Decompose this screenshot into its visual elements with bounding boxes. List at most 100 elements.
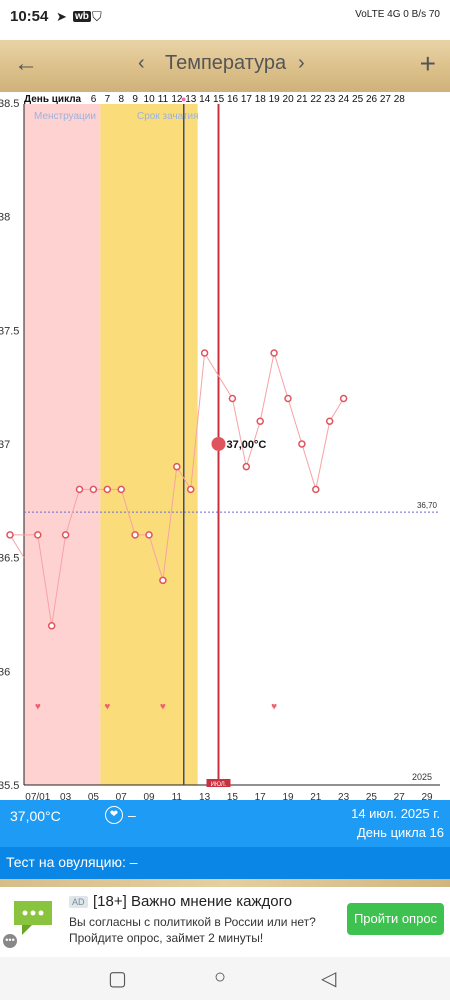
temperature-point [117,485,125,494]
cycle-day-label: 7 [105,94,111,105]
x-tick-label: 19 [282,792,294,800]
back-arrow-icon[interactable]: ← [14,50,38,77]
x-tick-label: 29 [421,792,433,800]
x-tick-label: 27 [394,792,406,800]
prev-chevron-icon[interactable]: ‹ [138,52,145,74]
cycle-day-label: 22 [310,94,322,105]
add-icon[interactable]: + [419,48,436,79]
info-bar: 37,00°C ❤ – 14 июл. 2025 г. День цикла 1… [0,800,450,847]
cycle-day-label: 9 [132,94,138,105]
selected-date: 14 июл. 2025 г. [351,806,440,821]
temperature-point [61,531,70,539]
temperature-point [312,485,320,494]
cycle-day-label: 15 [213,94,225,105]
temperature-line-lead [9,534,25,558]
x-tick-label: 07 [116,792,128,800]
chat-bubble-icon [14,901,52,935]
ovulation-test-bar[interactable]: Тест на овуляцию: – [0,847,450,879]
today-tag [206,779,231,787]
y-tick-label: 35.5 [0,780,19,792]
cycle-day-label: 8 [119,94,125,105]
toolbar: ← ‹ Температура › + [0,40,450,92]
x-tick-label: 25 [366,792,378,800]
temperature-point [47,622,56,630]
heart-icon: ♥ [104,701,110,712]
temperature-point [200,349,209,357]
cycle-day-label: 11 [158,94,169,105]
ad-banner[interactable]: ••• AD [18+] Важно мнение каждого Вы сог… [0,887,450,957]
recents-icon[interactable]: ▢ [108,968,127,990]
cycle-day-label: 25 [352,94,364,105]
y-tick-label: 36.5 [0,553,19,565]
cycle-header-bg [0,92,450,104]
cycle-day-label: 21 [296,94,308,105]
ovulation-marker-icon: ● [181,94,186,104]
temperature-point [339,394,348,403]
coverline-label: 36,70 [417,501,438,510]
temperature-point [242,462,251,471]
temperature-point [34,531,42,539]
cycle-day: День цикла 16 [356,825,444,840]
x-tick-label: 15 [227,792,239,800]
x-tick-label: 13 [199,792,211,800]
system-nav-bar: ▢ ○ ◁ [0,957,450,1000]
more-icon[interactable]: ••• [3,934,17,948]
status-time: 10:54 [10,8,49,25]
cycle-day-label: 28 [394,94,406,105]
y-tick-label: 37.5 [0,325,19,337]
page-title: Температура [165,52,287,74]
heart-icon: ♥ [160,701,166,712]
next-chevron-icon[interactable]: › [298,52,305,74]
temperature-point [89,485,98,494]
temperature-point [284,394,292,403]
heart-circle-icon[interactable]: ❤ [105,806,123,824]
heart-value: – [128,807,136,823]
cycle-day-label: 23 [324,94,336,105]
cycle-header-label: День цикла [24,94,82,105]
cycle-day-label: 13 [185,94,197,105]
ovulation-test-label: Тест на овуляцию: – [6,854,138,870]
wildberries-icon: wb [73,11,91,22]
selected-point-label: 37,00°C [227,439,267,451]
heart-icon: ♥ [35,701,41,712]
temperature-point [131,531,139,539]
temperature-point [325,417,334,425]
y-tick-label: 37 [0,439,10,451]
x-tick-label: 07/01 [25,792,50,800]
temperature-point [103,485,112,494]
cycle-day-label: 16 [227,94,239,105]
ad-text: Вы согласны с политикой в России или нет… [69,915,316,945]
temperature-point [75,485,84,494]
menstruation-zone [24,104,101,785]
temperature-point [256,417,264,425]
temperature-point [298,440,306,448]
x-tick-label: 03 [60,792,72,800]
cycle-day-label: 14 [199,94,211,105]
x-tick-label: 17 [255,792,267,800]
cycle-day-label: 24 [338,94,350,105]
x-tick-label: 09 [143,792,155,800]
x-tick-label: 05 [88,792,100,800]
conception-label: Срок зачатия [137,111,199,122]
temperature-point [159,576,167,585]
y-tick-label: 38 [0,212,10,224]
home-icon[interactable]: ○ [214,966,227,988]
year-label: 2025 [412,772,432,782]
temperature-point [173,462,181,471]
temperature-chart[interactable]: День цикла 6 7 8 9 10 11 12 13 14 15 16 17 18 19 20 21 22… [0,92,450,800]
temperature-point [145,531,153,539]
temperature-point [228,394,237,403]
ad-badge: AD [69,896,88,908]
ad-survey-button[interactable]: Пройти опрос [347,903,444,935]
cycle-day-label: 17 [241,94,253,105]
temperature-point [6,531,14,539]
x-tick-label: 21 [310,792,322,800]
cycle-day-label: 12 [171,94,183,105]
back-icon[interactable]: ◁ [321,968,337,990]
cycle-day-label: 19 [269,94,281,105]
menstruation-label: Менструации [34,111,96,122]
status-bar: 10:54 ➤ wb ⛉ VoLTE 4G 0 B/s 70 [0,0,450,40]
selected-point [211,436,226,451]
conception-zone [100,104,198,785]
cycle-day-label: 6 [91,94,97,105]
